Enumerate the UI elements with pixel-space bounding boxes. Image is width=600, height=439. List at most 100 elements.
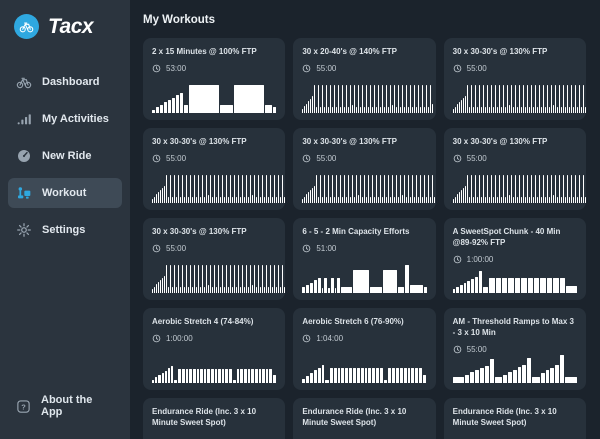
profile-bar — [349, 367, 353, 383]
profile-bar — [568, 197, 570, 203]
sidebar-item-settings[interactable]: Settings — [8, 215, 122, 245]
profile-bar — [550, 85, 552, 113]
profile-bar — [566, 85, 568, 113]
profile-bar — [536, 107, 538, 113]
profile-bar — [370, 286, 382, 293]
profile-bar — [379, 367, 383, 383]
sidebar-item-about[interactable]: ? About the App — [8, 387, 122, 425]
profile-bar — [548, 107, 550, 113]
profile-bar — [344, 175, 346, 203]
profile-bar — [507, 372, 512, 383]
sidebar-item-my-activities[interactable]: My Activities — [8, 104, 122, 134]
workout-card[interactable]: 30 x 30-30's @ 130% FTP 55:00 — [143, 218, 286, 300]
profile-bar — [167, 100, 171, 113]
workout-duration: 1:00:00 — [166, 333, 193, 343]
profile-bar — [313, 280, 317, 293]
profile-bar — [310, 282, 313, 293]
profile-bar — [324, 106, 326, 113]
workout-profile-chart — [152, 355, 277, 383]
profile-bar — [330, 197, 332, 203]
profile-bar — [184, 197, 185, 203]
profile-bar — [384, 175, 386, 203]
profile-bar — [330, 85, 332, 113]
workout-profile-chart — [452, 265, 577, 293]
workout-duration: 55:00 — [316, 63, 337, 73]
profile-bar — [176, 197, 177, 203]
profile-bar — [218, 265, 219, 293]
profile-bar — [558, 85, 560, 113]
profile-bar — [210, 369, 214, 383]
workout-card[interactable]: Aerobic Stretch 4 (74-84%) 1:00:00 — [143, 308, 286, 390]
workout-card[interactable]: Aerobic Stretch 6 (76-90%) 1:04:00 — [293, 308, 436, 390]
profile-bar — [566, 286, 577, 293]
profile-bar — [192, 369, 196, 383]
profile-bar — [550, 175, 552, 203]
profile-bar — [426, 197, 428, 203]
profile-bar — [182, 369, 185, 383]
workout-card[interactable]: 30 x 30-30's @ 130% FTP 55:00 — [293, 128, 436, 210]
profile-bar — [489, 359, 494, 383]
profile-bar — [178, 369, 182, 383]
profile-bar — [198, 175, 199, 203]
workout-card[interactable]: 6 - 5 - 2 Min Capacity Efforts 51:00 — [293, 218, 436, 300]
workout-card[interactable]: Endurance Ride (Inc. 3 x 10 Minute Sweet… — [443, 398, 586, 439]
profile-bar — [270, 265, 271, 293]
profile-bar — [244, 287, 245, 293]
profile-bar — [340, 175, 342, 203]
workout-card[interactable]: A SweetSpot Chunk - 40 Min @89-92% FTP 1:… — [443, 218, 586, 300]
profile-bar — [424, 106, 426, 113]
workout-card[interactable]: 30 x 20-40's @ 140% FTP 55:00 — [293, 38, 436, 120]
profile-bar — [192, 197, 193, 203]
profile-bar — [532, 197, 534, 203]
workout-card[interactable]: Endurance Ride (Inc. 3 x 10 Minute Sweet… — [143, 398, 286, 439]
profile-bar — [368, 367, 372, 383]
workout-card[interactable]: AM - Threshold Ramps to Max 3 - 3 x 10 M… — [443, 308, 586, 390]
profile-bar — [538, 175, 540, 203]
profile-bar — [498, 85, 500, 113]
workout-card[interactable]: Endurance Ride (Inc. 3 x 10 Minute Sweet… — [293, 398, 436, 439]
workout-card[interactable]: 30 x 30-30's @ 130% FTP 55:00 — [443, 38, 586, 120]
workout-card[interactable]: 30 x 30-30's @ 130% FTP 55:00 — [143, 128, 286, 210]
profile-bar — [530, 85, 532, 113]
profile-bar — [376, 175, 378, 203]
profile-bar — [570, 85, 572, 113]
profile-bar — [302, 108, 304, 113]
profile-bar — [564, 107, 566, 113]
workout-card[interactable]: 30 x 30-30's @ 130% FTP 55:00 — [443, 128, 586, 210]
sidebar-item-label: About the App — [41, 394, 93, 418]
profile-bar — [454, 196, 456, 203]
workout-profile-chart — [152, 265, 285, 293]
profile-bar — [232, 287, 233, 293]
profile-bar — [479, 368, 484, 383]
profile-bar — [152, 379, 155, 383]
profile-bar — [406, 197, 408, 203]
profile-bar — [494, 175, 496, 203]
profile-bar — [170, 175, 171, 203]
profile-bar — [480, 197, 482, 203]
profile-bar — [216, 197, 217, 203]
workout-duration-row: 55:00 — [152, 154, 276, 163]
sidebar-item-workout[interactable]: Workout — [8, 178, 122, 208]
profile-bar — [370, 197, 372, 203]
profile-bar — [178, 175, 179, 203]
sidebar-item-dashboard[interactable]: Dashboard — [8, 67, 122, 97]
profile-bar — [168, 287, 169, 293]
profile-bar — [554, 175, 556, 203]
sidebar-item-new-ride[interactable]: New Ride — [8, 141, 122, 171]
profile-bar — [171, 366, 174, 383]
workout-duration-row: 55:00 — [453, 64, 577, 73]
profile-bar — [374, 85, 376, 113]
workout-duration-row: 1:04:00 — [302, 334, 426, 343]
profile-bar — [356, 106, 358, 113]
profile-bar — [502, 277, 508, 293]
profile-bar — [527, 277, 534, 293]
profile-bar — [424, 175, 426, 203]
profile-bar — [422, 374, 427, 383]
workout-title: Aerobic Stretch 6 (76-90%) — [302, 317, 404, 326]
profile-bar — [174, 380, 178, 383]
profile-bar — [353, 367, 356, 383]
workout-card[interactable]: 2 x 15 Minutes @ 100% FTP 53:00 — [143, 38, 286, 120]
profile-bar — [212, 197, 213, 203]
profile-bar — [252, 285, 253, 293]
profile-bar — [268, 197, 269, 203]
